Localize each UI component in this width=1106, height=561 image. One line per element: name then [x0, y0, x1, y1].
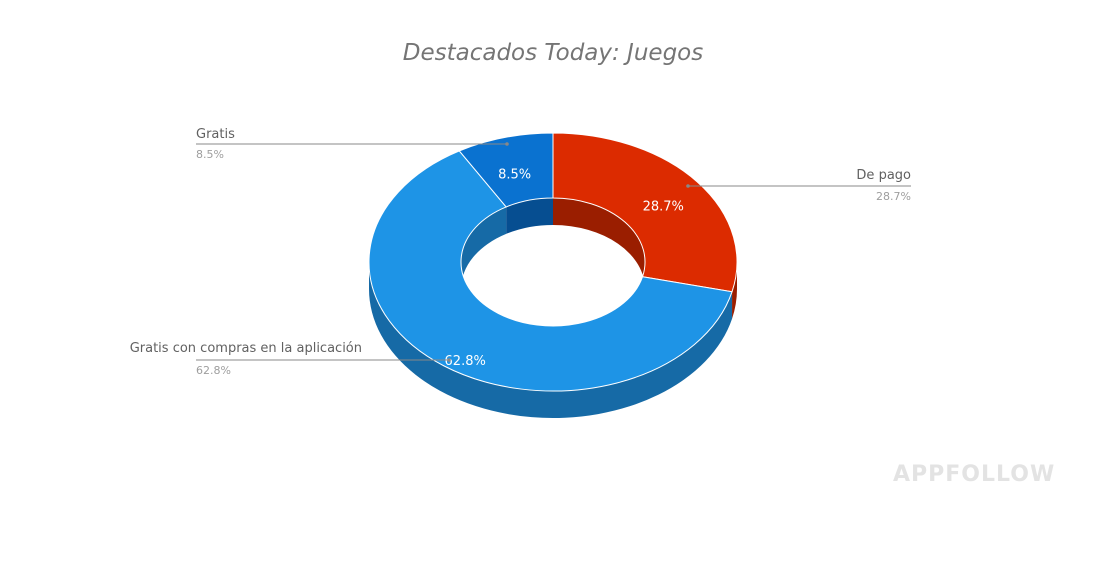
callout-value-de-pago: 28.7%: [876, 190, 911, 203]
inner-wall-gratis-1: [506, 198, 553, 234]
callout-name-gratis: Gratis: [196, 127, 235, 142]
chart-title: Destacados Today: Juegos: [402, 40, 704, 66]
slice-gratis[interactable]: [458, 132, 554, 208]
donut-sides: [369, 262, 737, 418]
data-label-gratis: 8.5%: [498, 167, 531, 182]
data-labels: 28.7% 62.8% 8.5%: [445, 167, 684, 369]
leader-dot-gratis: [505, 142, 509, 146]
callout-value-gratis-con-compras-en-la-aplicacion: 62.8%: [196, 364, 231, 377]
callout-name-de-pago: De pago: [856, 168, 911, 183]
inner-wall-de-pago-0: [553, 198, 645, 289]
donut-inner-wall: [461, 198, 645, 289]
callout-name-gratis-con-compras-en-la-aplicacion: Gratis con compras en la aplicación: [130, 341, 362, 356]
leader-dot-de-pago: [686, 184, 690, 188]
side-gratis-con-compras-en-la-aplicacion: [369, 262, 733, 418]
callout-labels: De pago 28.7% Gratis con compras en la apl…: [130, 127, 911, 377]
side-de-pago: [732, 262, 737, 319]
slice-gratis-con-compras-en-la-aplicacion[interactable]: [368, 150, 733, 392]
appfollow-watermark: APPFOLLOW: [893, 462, 1056, 487]
callout-value-gratis: 8.5%: [196, 148, 224, 161]
slice-de-pago[interactable]: [552, 132, 738, 293]
leader-dot-gratis-con-compras-en-la-aplicacion: [447, 358, 451, 362]
inner-wall-gratis-con-compras-en-la-aplicacion-1: [461, 206, 507, 289]
data-label-gratis-con-compras-en-la-aplicacion: 62.8%: [445, 354, 486, 369]
data-label-de-pago: 28.7%: [643, 200, 684, 215]
donut-top-faces: [368, 132, 738, 392]
